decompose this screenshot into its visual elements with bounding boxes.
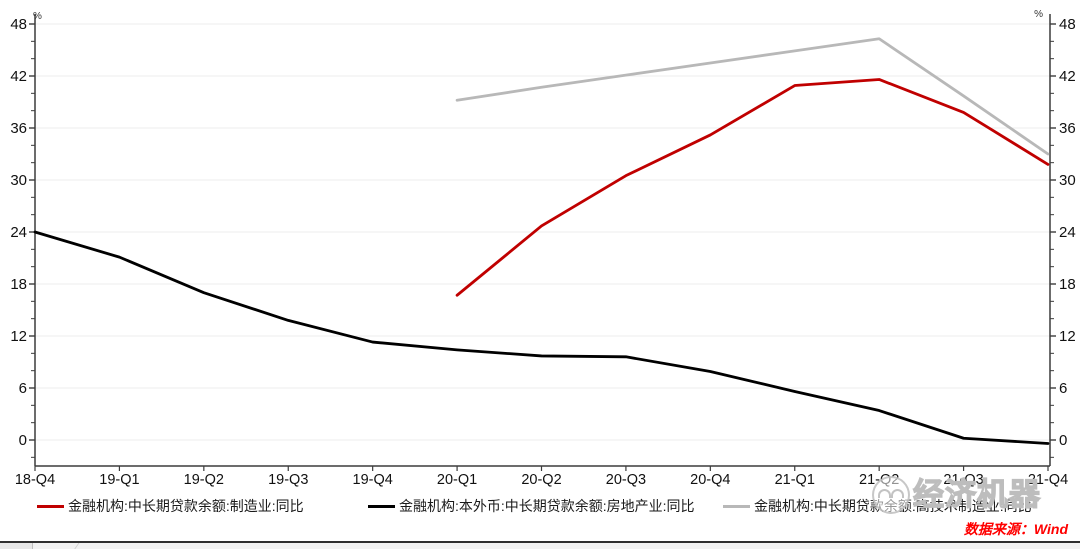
x-tick-label: 21-Q2 — [859, 472, 899, 488]
y-tick-label-right: 36 — [1059, 120, 1076, 137]
x-tick-label: 20-Q3 — [606, 472, 646, 488]
x-tick-label: 21-Q1 — [775, 472, 815, 488]
y-tick-label-right: 24 — [1059, 224, 1076, 241]
legend-marker-high-tech-manufacturing — [723, 504, 750, 508]
y-tick-label-left: 18 — [10, 276, 27, 293]
percent-label-right: % — [1034, 9, 1043, 20]
y-tick-label-right: 6 — [1059, 380, 1067, 397]
legend-marker-manufacturing — [37, 504, 64, 508]
x-tick-label: 21-Q4 — [1028, 472, 1068, 488]
data-source: 数据来源：Wind — [963, 521, 1068, 537]
legend-item-high-tech-manufacturing: 金融机构:中长期贷款余额:高技术制造业:同比 — [723, 497, 1032, 515]
x-tick-label: 19-Q3 — [268, 472, 308, 488]
y-tick-label-left: 42 — [10, 68, 27, 85]
y-tick-label-left: 12 — [10, 328, 27, 345]
chart-legend: 金融机构:中长期贷款余额:制造业:同比 金融机构:本外币:中长期贷款余额:房地产… — [0, 497, 1080, 515]
series-line-high-tech-manufacturing — [455, 37, 1050, 156]
y-tick-label-right: 30 — [1059, 172, 1076, 189]
y-tick-label-right: 12 — [1059, 328, 1076, 345]
legend-item-manufacturing: 金融机构:中长期贷款余额:制造业:同比 — [37, 497, 304, 515]
series-line-manufacturing — [455, 78, 1050, 297]
legend-label-manufacturing: 金融机构:中长期贷款余额:制造业:同比 — [68, 498, 304, 514]
y-tick-label-right: 18 — [1059, 276, 1076, 293]
y-tick-label-right: 42 — [1059, 68, 1076, 85]
x-tick-label: 18-Q4 — [15, 472, 55, 488]
x-tick-label: 21-Q3 — [943, 472, 983, 488]
y-tick-label-right: 0 — [1059, 432, 1067, 449]
legend-item-real-estate: 金融机构:本外币:中长期贷款余额:房地产业:同比 — [368, 497, 695, 515]
x-tick-label: 20-Q4 — [690, 472, 730, 488]
y-tick-label-left: 48 — [10, 16, 27, 33]
legend-label-high-tech-manufacturing: 金融机构:中长期贷款余额:高技术制造业:同比 — [754, 498, 1032, 514]
y-tick-label-left: 0 — [19, 432, 27, 449]
line-chart: 0 0 6 6 12 12 18 18 24 24 30 30 36 36 42 42 48 48% % 18-Q4 1… — [10, 9, 1076, 488]
y-tick-label-left: 24 — [10, 224, 27, 241]
window-chrome-segment — [0, 543, 33, 549]
y-tick-label-left: 36 — [10, 120, 27, 137]
x-tick-label: 19-Q2 — [184, 472, 224, 488]
x-tick-label: 19-Q4 — [353, 472, 393, 488]
window-bottom-chrome — [0, 541, 1080, 549]
legend-marker-real-estate — [368, 504, 395, 508]
legend-label-real-estate: 金融机构:本外币:中长期贷款余额:房地产业:同比 — [399, 498, 695, 514]
y-tick-label-right: 48 — [1059, 16, 1076, 33]
x-tick-label: 19-Q1 — [99, 472, 139, 488]
series-line-real-estate — [33, 230, 1050, 445]
x-tick-label: 20-Q1 — [437, 472, 477, 488]
y-tick-label-left: 6 — [19, 380, 27, 397]
y-tick-label-left: 30 — [10, 172, 27, 189]
x-tick-label: 20-Q2 — [521, 472, 561, 488]
window-chrome-divider — [73, 543, 80, 549]
percent-label-left: % — [33, 11, 42, 22]
